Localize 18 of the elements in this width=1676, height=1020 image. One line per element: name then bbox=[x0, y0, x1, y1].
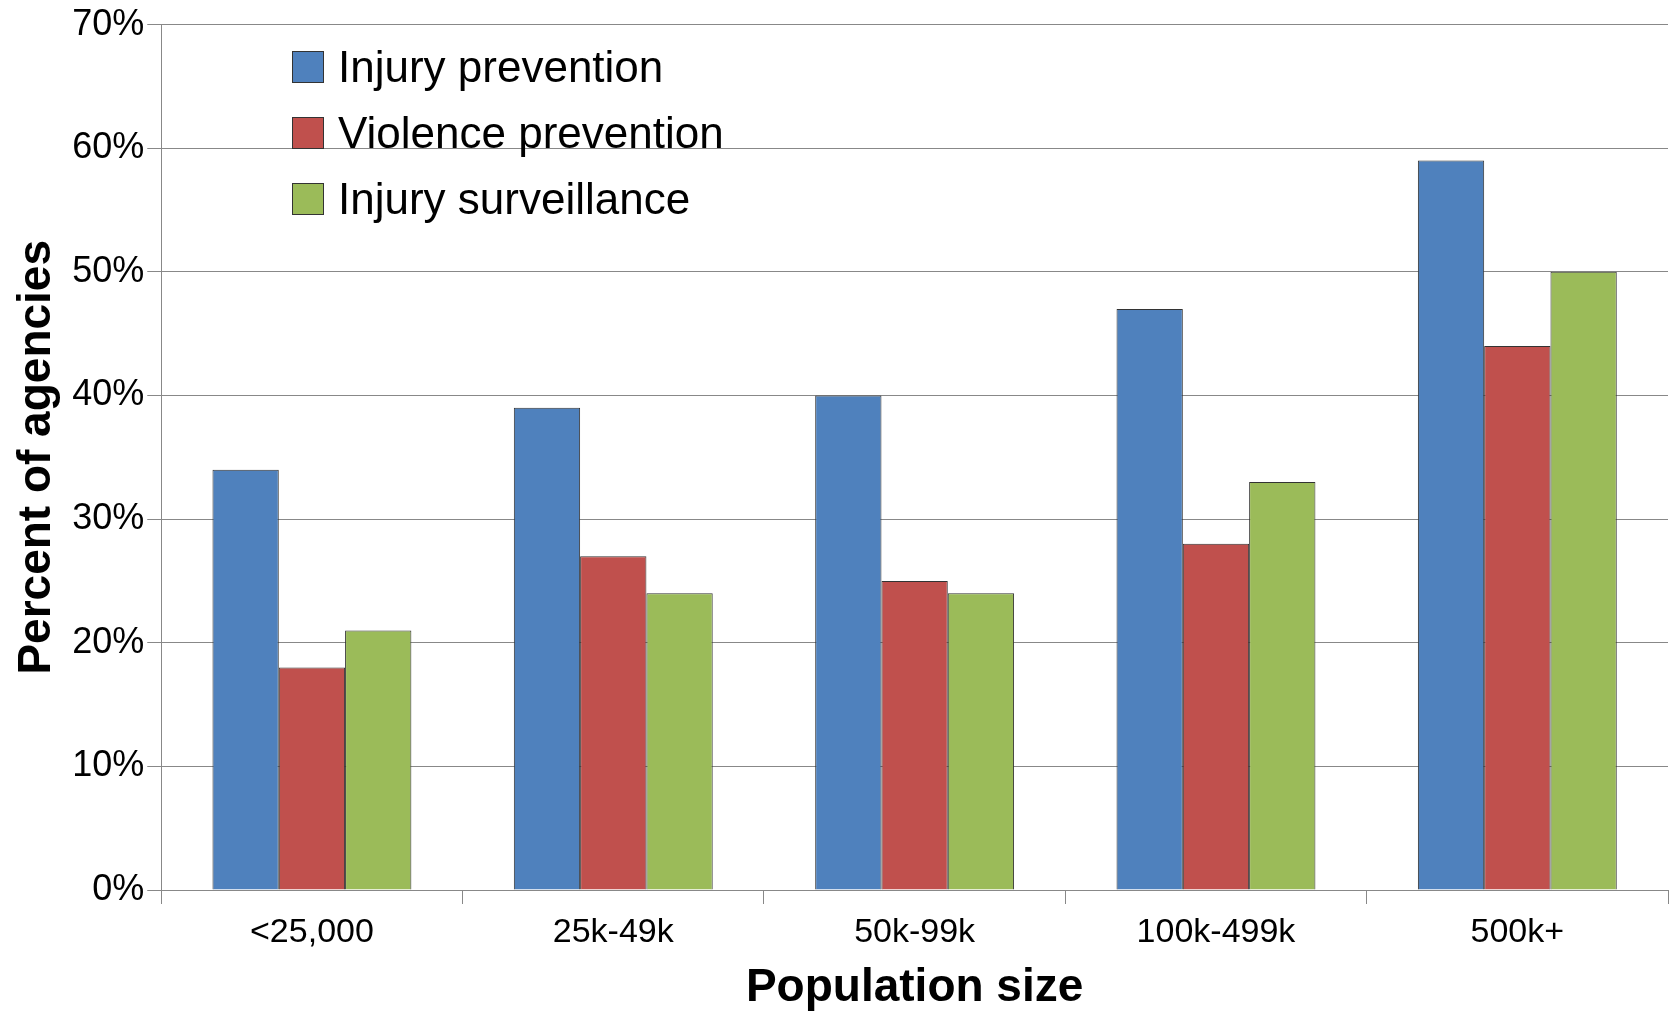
x-tick-label: 500k+ bbox=[1470, 910, 1565, 949]
y-tick-label: 40% bbox=[72, 372, 145, 414]
legend-label: Injury prevention bbox=[338, 42, 664, 92]
x-tick-label: 100k-499k bbox=[1136, 910, 1297, 949]
legend-label: Injury surveillance bbox=[338, 174, 691, 224]
y-tick-label: 10% bbox=[72, 743, 145, 785]
y-tick-label: 0% bbox=[92, 866, 145, 908]
x-axis-title: Population size bbox=[745, 959, 1084, 1012]
y-axis-title: Percent of agencies bbox=[8, 239, 61, 675]
y-tick-label: 60% bbox=[72, 125, 145, 167]
y-tick-label: 50% bbox=[72, 248, 145, 290]
x-tick-label: <25,000 bbox=[250, 910, 374, 949]
x-tick-label: 25k-49k bbox=[552, 910, 675, 949]
legend-label: Violence prevention bbox=[338, 108, 724, 158]
y-tick-label: 70% bbox=[72, 1, 145, 43]
y-tick-label: 30% bbox=[72, 496, 145, 538]
y-tick-label: 20% bbox=[72, 619, 145, 661]
x-tick-label: 50k-99k bbox=[854, 910, 977, 949]
